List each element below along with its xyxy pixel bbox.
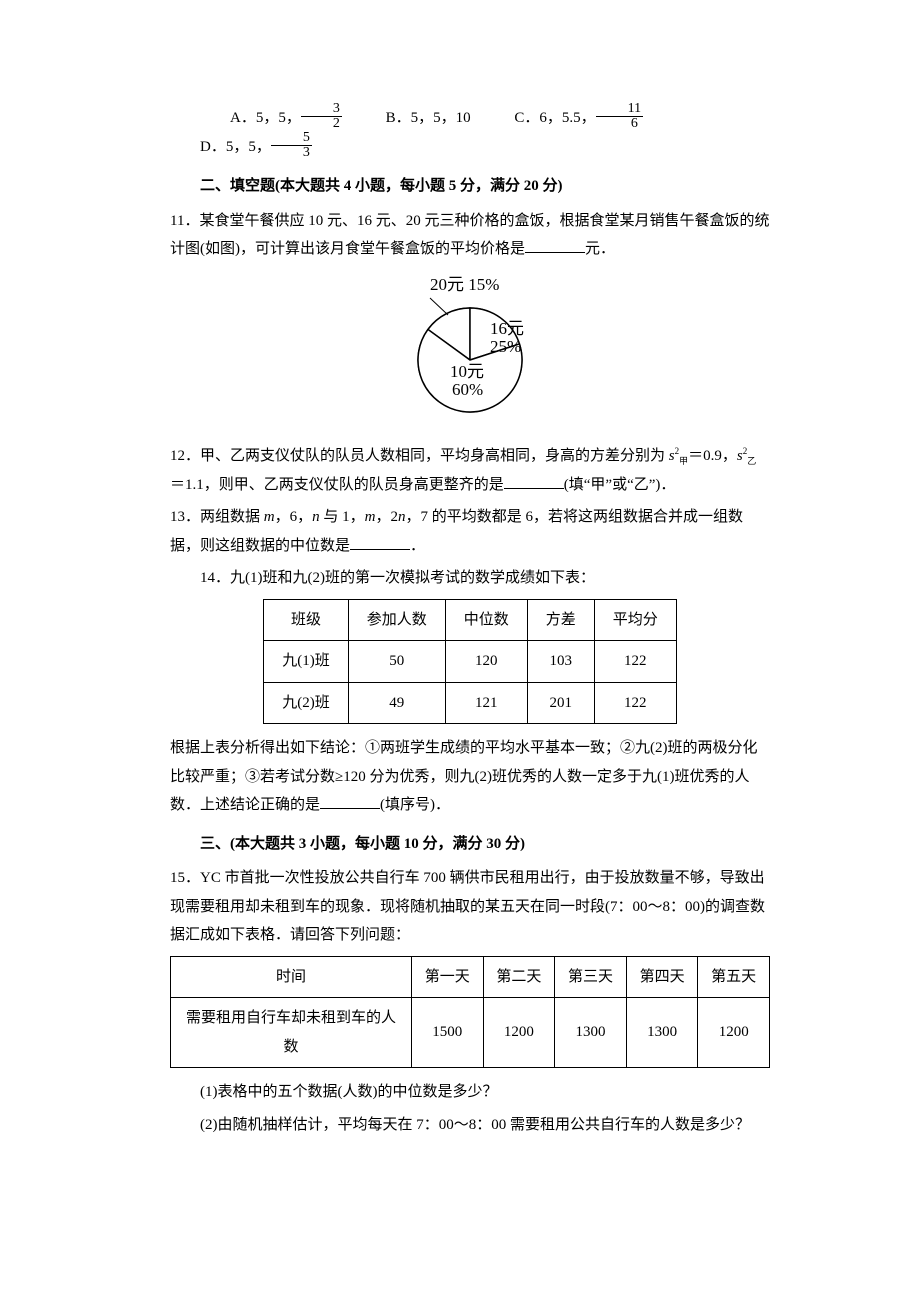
q10-options: A．5，5，32 B．5，5，10 C．6，5.5，116 D．5，5，53	[170, 104, 770, 162]
q12-s1-sup: 2	[675, 446, 680, 456]
q14-analysis-wrap: 根据上表分析得出如下结论：①两班学生成绩的平均水平基本一致；②九(2)班的两极分…	[170, 734, 770, 820]
option-c-frac: 116	[596, 102, 643, 131]
option-a: A．5，5，32	[200, 104, 342, 133]
q15-h1: 第一天	[412, 956, 484, 998]
q12-blank	[504, 473, 564, 489]
option-d-frac: 53	[271, 131, 312, 160]
option-b: B．5，5，10	[356, 104, 471, 133]
q13-blank	[350, 534, 410, 550]
q13: 13．两组数据 m，6，n 与 1，m，2n，7 的平均数都是 6，若将这两组数…	[170, 503, 770, 560]
q12: 12．甲、乙两支仪仗队的队员人数相同，平均身高相同，身高的方差分别为 s2甲＝0…	[170, 442, 770, 499]
q11-blank	[525, 237, 585, 253]
q15-h5: 第五天	[698, 956, 770, 998]
q15-d2: 1300	[555, 998, 627, 1068]
q12-s1-eq: ＝0.9，	[688, 448, 737, 464]
q11-text-a: 11．某食堂午餐供应 10 元、16 元、20 元三种价格的盒饭，根据食堂某月销…	[170, 213, 769, 258]
q13-d: ，2	[375, 509, 398, 525]
q15-d1: 1200	[483, 998, 555, 1068]
q13-tail: ．	[410, 538, 425, 554]
q14-h1: 参加人数	[348, 599, 445, 641]
q14-r1c0: 九(2)班	[264, 682, 349, 724]
q14-h0: 班级	[264, 599, 349, 641]
q15-intro-text: 15．YC 市首批一次性投放公共自行车 700 辆供市民租用出行，由于投放数量不…	[170, 870, 765, 943]
option-c: C．6，5.5，116	[484, 104, 643, 133]
q14-analysis: 根据上表分析得出如下结论：①两班学生成绩的平均水平基本一致；②九(2)班的两极分…	[170, 740, 758, 813]
q14-blank	[320, 793, 380, 809]
q14-r0c2: 120	[445, 641, 527, 683]
table-row: 时间 第一天 第二天 第三天 第四天 第五天	[171, 956, 770, 998]
q13-b: ，6，	[275, 509, 313, 525]
option-a-pre: A．5，5，	[230, 110, 301, 126]
q11-pie-chart: 20元 15% 16元 25% 10元 60%	[170, 272, 770, 433]
q13-m: m	[264, 509, 275, 525]
q13-m2: m	[365, 509, 376, 525]
q15-d4: 1200	[698, 998, 770, 1068]
section-2-title: 二、填空题(本大题共 4 小题，每小题 5 分，满分 20 分)	[170, 172, 770, 201]
q12-s1-sub: 甲	[679, 456, 688, 466]
table-row: 九(2)班 49 121 201 122	[264, 682, 677, 724]
q14-r0c1: 50	[348, 641, 445, 683]
q12-tail: (填“甲”或“乙”)．	[564, 477, 676, 493]
q14-r0c0: 九(1)班	[264, 641, 349, 683]
option-d: D．5，5，53	[170, 133, 312, 162]
q14-r1c2: 121	[445, 682, 527, 724]
option-c-pre: C．6，5.5，	[514, 110, 595, 126]
q14-table: 班级 参加人数 中位数 方差 平均分 九(1)班 50 120 103 122 …	[263, 599, 677, 725]
q13-c: 与 1，	[320, 509, 365, 525]
q11: 11．某食堂午餐供应 10 元、16 元、20 元三种价格的盒饭，根据食堂某月销…	[170, 207, 770, 264]
table-row: 需要租用自行车却未租到车的人数 1500 1200 1300 1300 1200	[171, 998, 770, 1068]
q12-s2-sub: 乙	[747, 456, 756, 466]
q15-d0: 1500	[412, 998, 484, 1068]
q15-d3: 1300	[626, 998, 698, 1068]
q14-r1c3: 201	[527, 682, 594, 724]
table-row: 班级 参加人数 中位数 方差 平均分	[264, 599, 677, 641]
q14-h2: 中位数	[445, 599, 527, 641]
section-3-title: 三、(本大题共 3 小题，每小题 10 分，满分 30 分)	[170, 830, 770, 859]
pie-label-20: 20元 15%	[430, 275, 499, 294]
q15-sub2: (2)由随机抽样估计，平均每天在 7：00～8：00 需要租用公共自行车的人数是…	[170, 1111, 770, 1140]
q14-r1c1: 49	[348, 682, 445, 724]
q11-text-b: 元．	[585, 241, 615, 257]
q14-intro: 14．九(1)班和九(2)班的第一次模拟考试的数学成绩如下表：	[170, 564, 770, 593]
q15-h2: 第二天	[483, 956, 555, 998]
q13-n: n	[312, 509, 320, 525]
pie-label-10a: 10元	[450, 362, 484, 381]
q14-r1c4: 122	[594, 682, 676, 724]
pie-label-16a: 16元	[490, 319, 524, 338]
q14-h3: 方差	[527, 599, 594, 641]
q14-r0c3: 103	[527, 641, 594, 683]
q13-a: 13．两组数据	[170, 509, 264, 525]
pie-label-16b: 25%	[490, 337, 521, 356]
q12-s2-eq: ＝1.1，则甲、乙两支仪仗队的队员身高更整齐的是	[170, 477, 504, 493]
option-a-frac: 32	[301, 102, 342, 131]
pie-label-10b: 60%	[452, 380, 483, 399]
q15-table: 时间 第一天 第二天 第三天 第四天 第五天 需要租用自行车却未租到车的人数 1…	[170, 956, 770, 1069]
q12-s2-sup: 2	[743, 446, 748, 456]
q14-tail: (填序号)．	[380, 797, 450, 813]
table-row: 九(1)班 50 120 103 122	[264, 641, 677, 683]
q13-n2: n	[398, 509, 406, 525]
q15-h0: 时间	[171, 956, 412, 998]
option-d-pre: D．5，5，	[200, 139, 271, 155]
q15-h4: 第四天	[626, 956, 698, 998]
q15-h3: 第三天	[555, 956, 627, 998]
q15-rowlabel: 需要租用自行车却未租到车的人数	[171, 998, 412, 1068]
q12-a: 12．甲、乙两支仪仗队的队员人数相同，平均身高相同，身高的方差分别为	[170, 448, 669, 464]
q15-intro: 15．YC 市首批一次性投放公共自行车 700 辆供市民租用出行，由于投放数量不…	[170, 864, 770, 950]
q14-h4: 平均分	[594, 599, 676, 641]
q15-sub1: (1)表格中的五个数据(人数)的中位数是多少？	[170, 1078, 770, 1107]
q14-r0c4: 122	[594, 641, 676, 683]
